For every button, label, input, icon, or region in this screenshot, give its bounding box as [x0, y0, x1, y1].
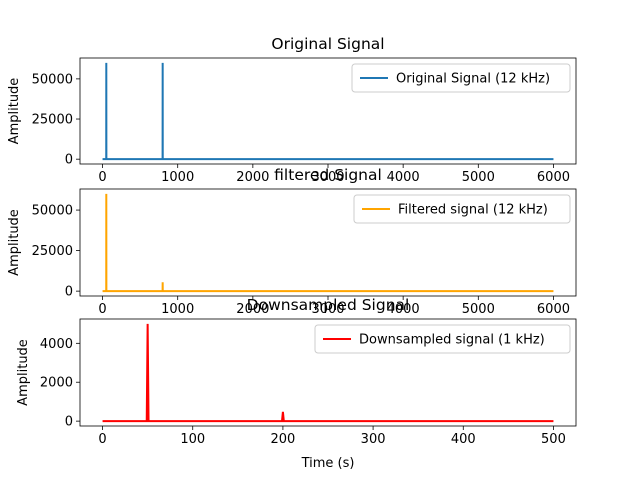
- x-tick-label: 200: [270, 432, 295, 447]
- x-tick-label: 1000: [161, 170, 194, 185]
- y-tick-label: 50000: [32, 72, 73, 87]
- series-line-3-1: [102, 323, 554, 423]
- y-tick-label: 50000: [32, 204, 73, 219]
- x-tick-label: 1000: [161, 302, 194, 317]
- y-axis-label: Amplitude: [16, 339, 31, 406]
- subplot-1: 0 1000 2000 3000 4000 5000 6000 0 25000 50000 Orig…: [7, 35, 577, 185]
- x-tick-label: 100: [180, 432, 205, 447]
- legend-box: [351, 63, 571, 93]
- legend: Downsampled signal (1 kHz): [314, 324, 571, 354]
- x-tick-label: 0: [98, 302, 106, 317]
- x-tick-label: 4000: [387, 302, 420, 317]
- subplot-2: 0 1000 2000 3000 4000 5000 600002500050000filt…: [7, 166, 577, 317]
- y-tick-label: 0: [65, 285, 73, 300]
- legend: Filtered signal (12 kHz): [353, 194, 571, 224]
- x-tick-label: 2000: [236, 170, 269, 185]
- series-line-1-1: [102, 62, 554, 161]
- x-tick-label: 0: [98, 432, 106, 447]
- x-axis-label: Time (s): [301, 456, 355, 471]
- x-tick-label: 4000: [387, 170, 420, 185]
- x-tick-label: 400: [451, 432, 476, 447]
- legend: Original Signal (12 kHz): [351, 63, 571, 93]
- y-tick-label: 0: [65, 153, 73, 168]
- legend-label: Original Signal (12 kHz): [396, 72, 550, 87]
- x-tick-label: 0: [98, 170, 106, 185]
- axes-frame: [79, 318, 577, 427]
- chart-title: Original Signal: [271, 35, 384, 53]
- y-tick-label: 25000: [32, 244, 73, 259]
- series-line-2-1: [102, 193, 554, 293]
- y-axis-label: Amplitude: [7, 209, 22, 276]
- x-tick-label: 2000: [236, 302, 269, 317]
- x-tick-label: 6000: [537, 302, 570, 317]
- y-axis-label: Amplitude: [7, 78, 22, 145]
- y-tick-label: 0: [65, 415, 73, 430]
- y-tick-label: 25000: [32, 113, 73, 128]
- y-tick-label: 2000: [40, 376, 73, 391]
- x-tick-label: 3000: [311, 170, 344, 185]
- legend-box: [353, 194, 571, 224]
- legend-box: [314, 324, 571, 354]
- chart-title: Downsampled Signal: [247, 296, 410, 314]
- legend-label: Filtered signal (12 kHz): [398, 203, 548, 218]
- x-tick-label: 3000: [311, 302, 344, 317]
- x-tick-label: 5000: [462, 170, 495, 185]
- x-tick-label: 500: [541, 432, 566, 447]
- legend-label: Downsampled signal (1 kHz): [359, 333, 545, 348]
- y-tick-label: 4000: [40, 337, 73, 352]
- x-tick-label: 300: [361, 432, 386, 447]
- x-tick-label: 6000: [537, 170, 570, 185]
- chart-title: filtered Signal: [274, 166, 382, 184]
- x-tick-label: 5000: [462, 302, 495, 317]
